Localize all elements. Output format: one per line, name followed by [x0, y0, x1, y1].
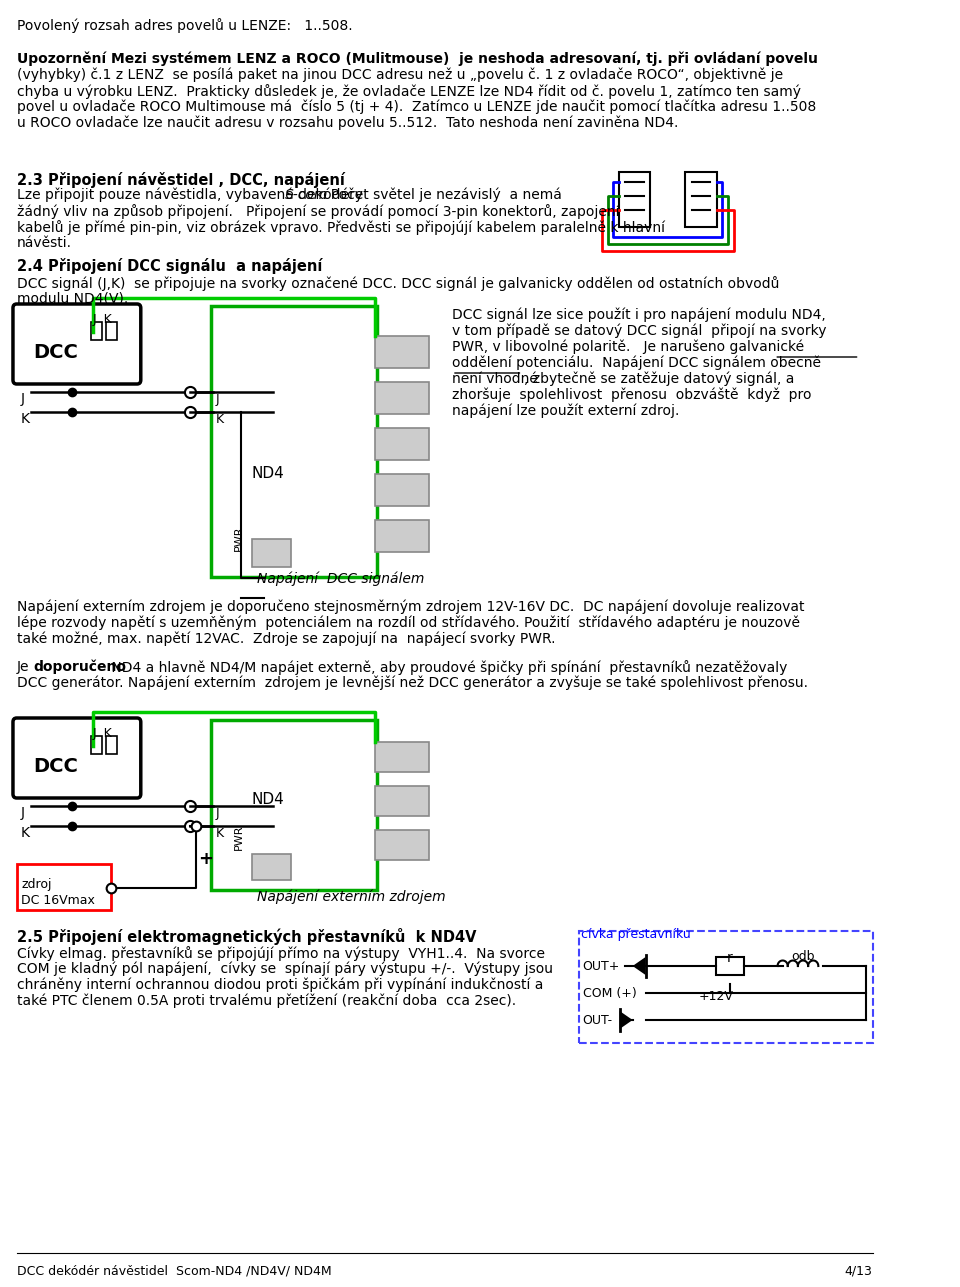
Text: ND4: ND4: [252, 793, 285, 807]
Text: lépe rozvody napětí s uzemňěným  potenciálem na rozdíl od střídavého. Použití  s: lépe rozvody napětí s uzemňěným potenciá…: [16, 616, 800, 631]
Bar: [16, 864, 111, 910]
Text: také možné, max. napětí 12VAC.  Zdroje se zapojují na  napájecí svorky PWR.: také možné, max. napětí 12VAC. Zdroje se…: [16, 632, 555, 646]
Text: také PTC členem 0.5A proti trvalému přetížení (reakční doba  cca 2sec).: také PTC členem 0.5A proti trvalému přet…: [16, 994, 516, 1009]
Text: . Počet světel je nezávislý  a nemá: . Počet světel je nezávislý a nemá: [323, 188, 563, 202]
FancyBboxPatch shape: [13, 304, 141, 384]
Text: J  K: J K: [92, 726, 112, 740]
Bar: [579, 931, 874, 1042]
Text: Povolený rozsah adres povelů u LENZE:   1..508.: Povolený rozsah adres povelů u LENZE: 1.…: [16, 18, 352, 33]
Text: ND4: ND4: [252, 466, 285, 480]
Text: oddělení potenciálu.  Napájení DCC signálem obecně: oddělení potenciálu. Napájení DCC signál…: [452, 356, 821, 371]
Text: v tom případě se datový DCC signál  připojí na svorky: v tom případě se datový DCC signál připo…: [452, 324, 827, 338]
Text: odb: odb: [791, 950, 815, 963]
Bar: [375, 474, 429, 506]
Text: DCC: DCC: [34, 757, 78, 776]
Text: 2.4 Připojení DCC signálu  a napájení: 2.4 Připojení DCC signálu a napájení: [16, 257, 322, 274]
Text: napájení lze použít externí zdroj.: napájení lze použít externí zdroj.: [452, 404, 680, 418]
Text: 2.3 Připojení návěstidel , DCC, napájení: 2.3 Připojení návěstidel , DCC, napájení: [16, 172, 345, 188]
Text: Napájení externím zdrojem: Napájení externím zdrojem: [257, 891, 446, 905]
Text: zdroj: zdroj: [21, 878, 52, 891]
Polygon shape: [633, 958, 645, 976]
Text: K: K: [20, 826, 30, 840]
Bar: [211, 719, 377, 891]
Text: DCC generátor. Napájení externím  zdrojem je levnější než DCC generátor a zvyšuj: DCC generátor. Napájení externím zdrojem…: [16, 676, 807, 691]
Text: žádný vliv na způsob připojení.   Připojení se provádí pomocí 3-pin konektorů, z: žádný vliv na způsob připojení. Připojen…: [16, 205, 619, 219]
Text: povel u ovladače ROCO Multimouse má  číslo 5 (tj + 4).  Zatímco u LENZE jde nauč: povel u ovladače ROCO Multimouse má čísl…: [16, 100, 816, 115]
Text: J  K: J K: [92, 313, 112, 326]
Bar: [91, 736, 102, 754]
Bar: [252, 855, 291, 880]
Text: kabelů je přímé pin-pin, viz obrázek vpravo. Předvěsti se připojújí kabelem para: kabelů je přímé pin-pin, viz obrázek vpr…: [16, 220, 664, 236]
Text: návěsti.: návěsti.: [16, 236, 72, 250]
Text: K: K: [20, 412, 30, 426]
Text: chráněny interní ochrannou diodou proti špičkám při vypínání indukčností a: chráněny interní ochrannou diodou proti …: [16, 978, 543, 992]
Text: PWR, v libovolné polaritě.   Je narušeno galvanické: PWR, v libovolné polaritě. Je narušeno g…: [452, 340, 804, 354]
FancyBboxPatch shape: [13, 718, 141, 798]
Text: ND4 a hlavně ND4/M napájet externě, aby proudové špičky při spínání  přestavníků: ND4 a hlavně ND4/M napájet externě, aby …: [108, 660, 788, 674]
Text: J: J: [216, 807, 220, 820]
Bar: [375, 743, 429, 772]
Text: Cívky elmag. přestavníků se připojújí přímo na výstupy  VYH1..4.  Na svorce: Cívky elmag. přestavníků se připojújí př…: [16, 946, 544, 961]
Text: Lze připojit pouze návěstidla, vybavené dekódéry: Lze připojit pouze návěstidla, vybavené …: [16, 188, 367, 202]
Text: Napájení  DCC signálem: Napájení DCC signálem: [257, 571, 425, 587]
Text: (vyhybky) č.1 z LENZ  se posílá paket na jinou DCC adresu než u „povelu č. 1 z o: (vyhybky) č.1 z LENZ se posílá paket na …: [16, 68, 782, 82]
Text: COM je kladný pól napájení,  cívky se  spínají páry výstupu +/-.  Výstupy jsou: COM je kladný pól napájení, cívky se spí…: [16, 961, 553, 977]
Bar: [375, 429, 429, 459]
Bar: [106, 736, 117, 754]
Bar: [375, 382, 429, 414]
Bar: [618, 172, 650, 227]
Bar: [91, 322, 102, 340]
Text: OUT+: OUT+: [583, 960, 620, 973]
Text: není vhodné: není vhodné: [452, 372, 538, 386]
Text: modulu ND4(V).: modulu ND4(V).: [16, 292, 128, 306]
Bar: [685, 172, 717, 227]
Text: +12V: +12V: [699, 990, 733, 1003]
Text: zhoršuje  spolehlivost  přenosu  obzváště  když  pro: zhoršuje spolehlivost přenosu obzváště k…: [452, 387, 811, 403]
Text: K: K: [216, 413, 224, 426]
Text: 2.5 Připojení elektromagnetických přestavníků  k ND4V: 2.5 Připojení elektromagnetických přesta…: [16, 928, 476, 945]
Bar: [252, 539, 291, 568]
Text: +: +: [198, 849, 213, 867]
Text: COM (+): COM (+): [583, 987, 636, 1000]
Bar: [375, 520, 429, 552]
Bar: [211, 306, 377, 577]
Bar: [375, 830, 429, 860]
Text: OUT-: OUT-: [583, 1013, 612, 1027]
Text: DCC dekódér návěstidel  Scom-ND4 /ND4V/ ND4M: DCC dekódér návěstidel Scom-ND4 /ND4V/ N…: [16, 1265, 331, 1278]
Text: chyba u výrobku LENZ.  Prakticky důsledek je, že ovladače LENZE lze ND4 řídit od: chyba u výrobku LENZ. Prakticky důsledek…: [16, 84, 801, 99]
Bar: [716, 958, 744, 976]
Bar: [106, 322, 117, 340]
Text: r: r: [727, 951, 732, 965]
Text: 4/13: 4/13: [845, 1265, 873, 1278]
Text: J: J: [216, 393, 220, 405]
Polygon shape: [619, 1012, 633, 1030]
Text: J: J: [20, 806, 24, 820]
Text: DCC signál lze sice použít i pro napájení modulu ND4,: DCC signál lze sice použít i pro napájen…: [452, 308, 826, 323]
Text: J: J: [20, 393, 24, 405]
Text: K: K: [216, 828, 224, 840]
Text: DCC signál (J,K)  se připojuje na svorky označené DCC. DCC signál je galvanicky : DCC signál (J,K) se připojuje na svorky …: [16, 275, 780, 291]
Text: DC 16Vmax: DC 16Vmax: [21, 894, 95, 907]
Text: DCC: DCC: [34, 342, 78, 362]
Bar: [375, 786, 429, 816]
Bar: [375, 336, 429, 368]
Text: Je: Je: [16, 660, 34, 674]
Text: doporučeno: doporučeno: [34, 660, 127, 674]
Text: Napájení externím zdrojem je doporučeno stejnosměrným zdrojem 12V-16V DC.  DC na: Napájení externím zdrojem je doporučeno …: [16, 600, 804, 614]
Text: cívka přestavníku: cívka přestavníku: [581, 928, 690, 941]
Text: S-com: S-com: [285, 188, 328, 202]
Text: u ROCO ovladače lze naučit adresu v rozsahu povelu 5..512.  Tato neshoda není za: u ROCO ovladače lze naučit adresu v rozs…: [16, 116, 678, 130]
Text: , zbytečně se zatěžuje datový signál, a: , zbytečně se zatěžuje datový signál, a: [524, 372, 795, 386]
Text: PWR: PWR: [233, 525, 244, 551]
Text: Upozornění Mezi systémem LENZ a ROCO (Mulitmouse)  je neshoda adresovaní, tj. př: Upozornění Mezi systémem LENZ a ROCO (Mu…: [16, 51, 818, 67]
Text: PWR: PWR: [233, 824, 244, 849]
